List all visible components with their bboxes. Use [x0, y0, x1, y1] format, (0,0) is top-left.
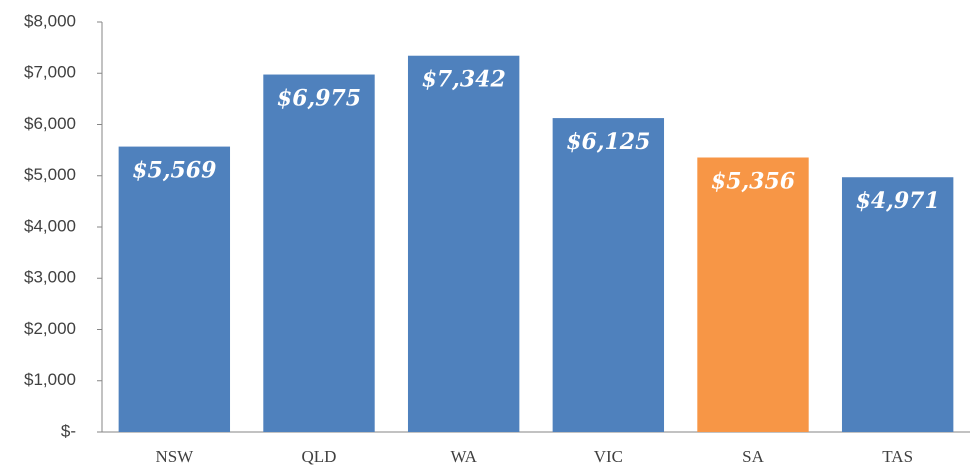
value-label: $5,356	[711, 169, 795, 195]
y-tick-label: $7,000	[24, 63, 76, 82]
bar	[841, 177, 954, 432]
y-tick-label: $5,000	[24, 165, 76, 184]
y-tick-label: $4,000	[24, 216, 76, 235]
value-label: $6,975	[277, 86, 361, 112]
x-tick-label: VIC	[594, 447, 623, 466]
bar	[407, 55, 520, 432]
value-label: $7,342	[422, 67, 506, 93]
x-tick-label: QLD	[302, 447, 337, 466]
y-tick-label: $8,000	[24, 11, 76, 30]
bar	[118, 146, 231, 432]
bar	[697, 157, 809, 432]
bar	[552, 118, 665, 432]
y-tick-label: $3,000	[24, 268, 76, 287]
value-label: $6,125	[566, 129, 650, 155]
x-tick-label: SA	[742, 447, 764, 466]
x-tick-label: WA	[450, 447, 477, 466]
y-tick-label: $6,000	[24, 114, 76, 133]
x-tick-label: TAS	[882, 447, 913, 466]
value-label: $5,569	[132, 158, 216, 184]
value-label: $4,971	[856, 188, 940, 214]
bar	[263, 74, 375, 432]
y-tick-label: $2,000	[24, 319, 76, 338]
x-tick-label: NSW	[155, 447, 194, 466]
y-tick-label: $-	[61, 421, 76, 440]
y-tick-label: $1,000	[24, 370, 76, 389]
